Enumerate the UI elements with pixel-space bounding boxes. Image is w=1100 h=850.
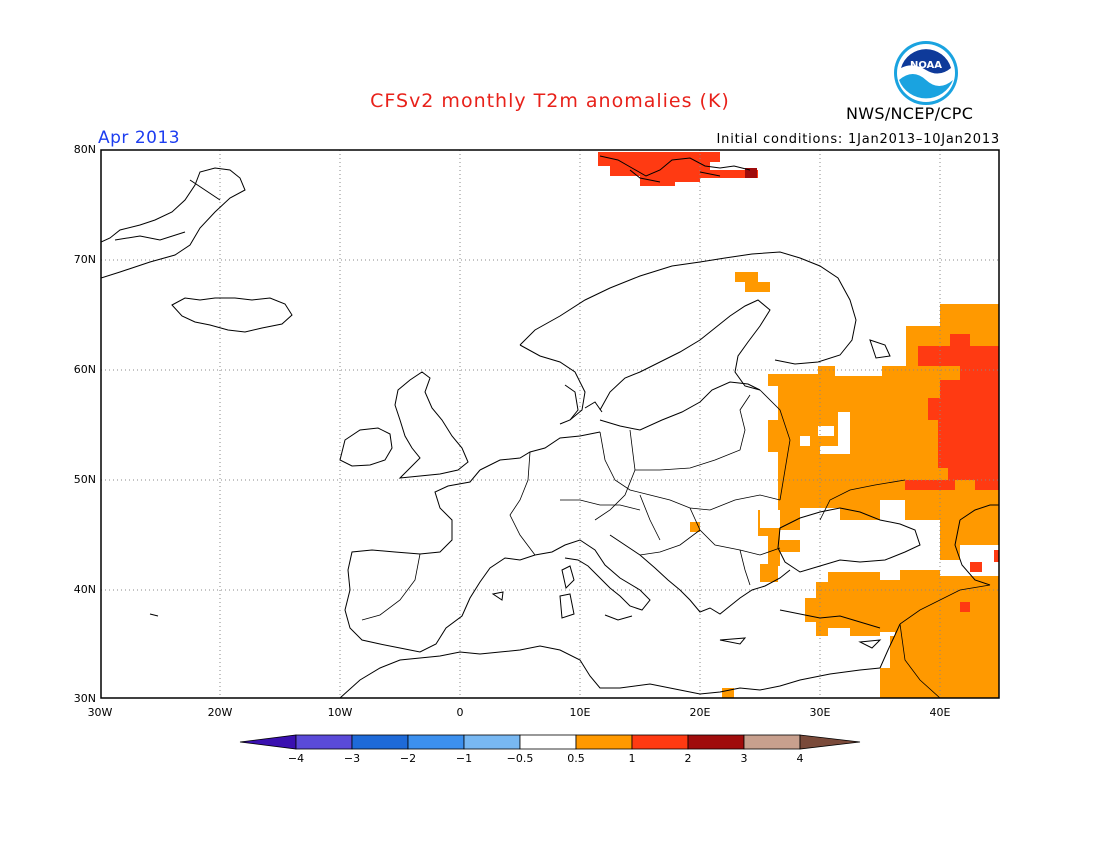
coast-scandinavia <box>519 251 857 425</box>
lon-label: 30E <box>809 706 831 719</box>
coast-iceland <box>171 297 293 333</box>
lon-label: 40E <box>929 706 951 719</box>
coastlines <box>101 155 999 698</box>
coast-svalbard <box>599 155 751 183</box>
coast-black-sea <box>777 507 921 573</box>
coast-ireland <box>339 427 393 467</box>
forecast-period: Apr 2013 <box>98 128 181 148</box>
lon-label: 20E <box>689 706 711 719</box>
anomaly-region-levant <box>880 624 999 698</box>
anomaly-region-finland <box>735 272 770 292</box>
map-title: CFSv2 monthly T2m anomalies (K) <box>370 90 730 112</box>
lat-label: 70N <box>73 253 96 266</box>
coast-caspian <box>954 504 999 586</box>
colorbar-tick-label: 1 <box>628 752 636 765</box>
colorbar-segment <box>743 734 801 750</box>
colorbar-segment <box>407 734 465 750</box>
colorbar-segment <box>519 734 577 750</box>
noaa-logo: NOAA <box>894 41 958 105</box>
anomaly-region-central-russia <box>918 334 999 490</box>
colorbar-segment-over <box>799 734 861 750</box>
lat-label: 40N <box>73 583 96 596</box>
colorbar-segment <box>687 734 745 750</box>
lon-label: 20W <box>207 706 233 719</box>
coast-baltic <box>599 381 761 431</box>
agency-label: NWS/NCEP/CPC <box>846 104 974 123</box>
anomaly-region-turkey <box>805 570 999 636</box>
coast-britain <box>394 371 469 479</box>
lon-label: 30W <box>87 706 113 719</box>
colorbar-segment <box>463 734 521 750</box>
colorbar-tick-label: −1 <box>455 752 473 765</box>
colorbar-segment <box>351 734 409 750</box>
graticule <box>101 150 999 698</box>
coast-greenland <box>101 167 246 279</box>
colorbar-tick-label: −0.5 <box>506 752 534 765</box>
coast-balkans <box>609 534 791 615</box>
anomaly-region-svalbard <box>598 152 758 186</box>
colorbar-tick-label: −2 <box>399 752 417 765</box>
coast-western-europe <box>344 431 601 653</box>
lon-label: 0 <box>456 706 464 719</box>
colorbar-segment-under <box>239 734 297 750</box>
colorbar-tick-label: 3 <box>740 752 748 765</box>
colorbar-tick-label: 0.5 <box>567 752 585 765</box>
map-frame <box>100 149 1000 699</box>
colorbar-tick-label: −4 <box>287 752 305 765</box>
colorbar-segment <box>575 734 633 750</box>
lon-label: 10W <box>327 706 353 719</box>
colorbar <box>239 734 861 750</box>
colorbar-tick-label: −3 <box>343 752 361 765</box>
anomaly-region-russia <box>758 304 999 566</box>
coast-north-africa <box>339 645 881 698</box>
anomaly-field <box>598 152 999 698</box>
lat-label: 50N <box>73 473 96 486</box>
colorbar-tick-label: 2 <box>684 752 692 765</box>
anomaly-cell-svalbard-peak <box>745 168 757 178</box>
initial-conditions: Initial conditions: 1Jan2013–10Jan2013 <box>716 132 1000 147</box>
colorbar-segment <box>631 734 689 750</box>
lat-label: 30N <box>73 692 96 705</box>
lon-label: 10E <box>569 706 591 719</box>
lat-label: 60N <box>73 363 96 376</box>
coast-italy <box>534 539 651 611</box>
noaa-logo-text: NOAA <box>910 60 942 71</box>
colorbar-segment <box>295 734 353 750</box>
country-borders <box>361 389 991 698</box>
colorbar-tick-label: 4 <box>796 752 804 765</box>
lat-label: 80N <box>73 143 96 156</box>
